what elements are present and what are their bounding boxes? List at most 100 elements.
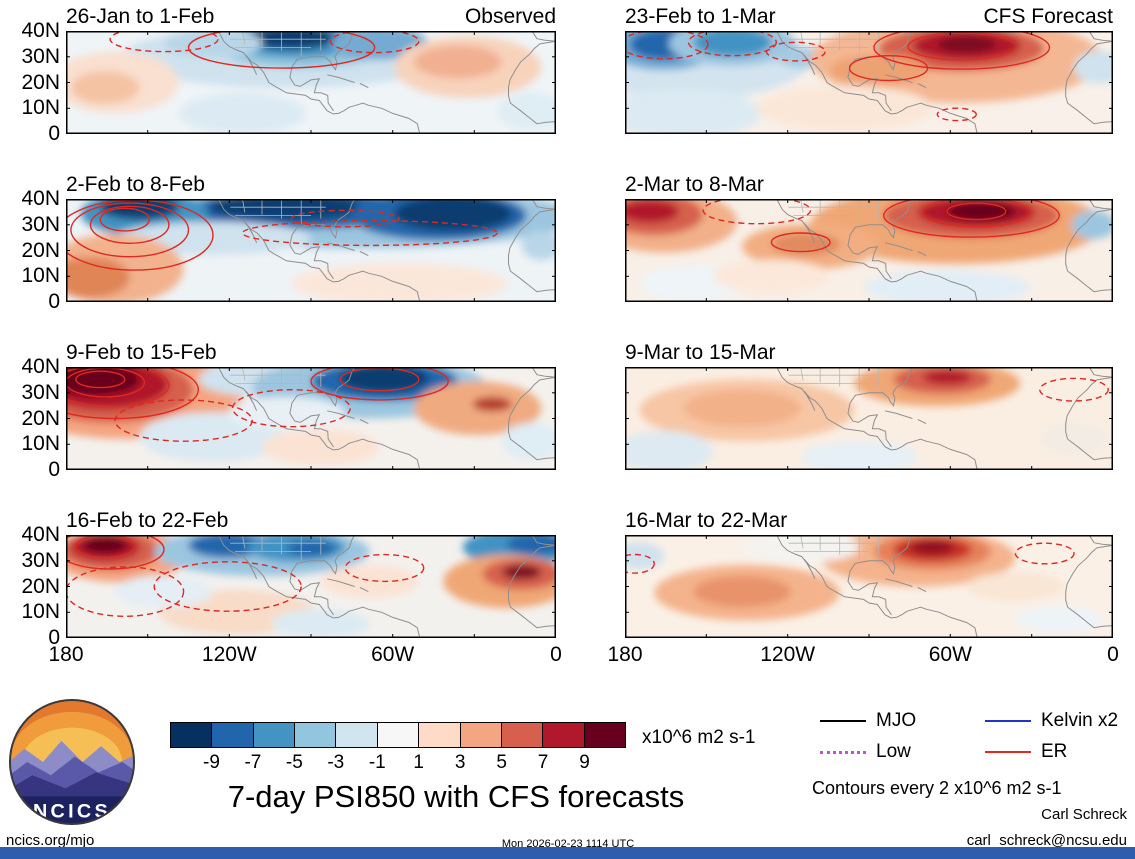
footer-site: ncics.org/mjo [6, 832, 95, 849]
map-panel-r1c1 [625, 199, 1113, 302]
colorbar-tick-label: -3 [327, 752, 345, 773]
figure-title: 7-day PSI850 with CFS forecasts [227, 779, 685, 814]
colorbar-tick-label: 7 [537, 752, 549, 773]
panel-date-range: 2-Feb to 8-Feb [66, 173, 205, 196]
colorbar-cell [584, 723, 625, 747]
y-axis-label: 20N [21, 70, 60, 94]
logo-art: NCICS [9, 699, 135, 825]
colorbar-units: x10^6 m2 s-1 [642, 727, 756, 748]
map-canvas [625, 31, 1113, 134]
panel-column-label: CFS Forecast [983, 5, 1113, 28]
legend-label-low: Low [876, 741, 911, 762]
y-axis-label: 10N [21, 264, 60, 288]
x-axis-label: 0 [1107, 643, 1119, 666]
panel-date-range: 9-Mar to 15-Mar [625, 341, 776, 364]
coastlines [217, 367, 556, 470]
panel-title: 16-Feb to 22-Feb [66, 508, 556, 534]
coastlines [776, 31, 1113, 134]
colorbar-cell [336, 723, 378, 747]
y-axis-label: 40N [21, 19, 60, 42]
panel-title: 9-Feb to 15-Feb [66, 340, 556, 366]
colorbar-tick-label: 9 [579, 752, 590, 773]
legend-label-kelvin-x2: Kelvin x2 [1041, 710, 1119, 731]
legend-line-kelvin-x2 [985, 720, 1031, 722]
panel-title: 2-Feb to 8-Feb [66, 172, 556, 198]
y-axis-label: 30N [21, 548, 60, 572]
y-axis-label: 20N [21, 238, 60, 262]
map-panel-r2c1 [625, 367, 1113, 470]
panel-title: 23-Feb to 1-Mar CFS Forecast [625, 4, 1113, 30]
er-contours [66, 535, 425, 617]
y-axis-label: 40N [21, 187, 60, 210]
colorbar-tick-label: -5 [285, 752, 303, 773]
y-axis-label: 10N [21, 96, 60, 120]
colorbar-cell [295, 723, 337, 747]
map-canvas [625, 367, 1113, 470]
colorbar-tick-label: -9 [203, 752, 220, 773]
ncics-logo: NCICS [8, 698, 136, 826]
author-credit: Carl Schreck [1041, 806, 1127, 823]
panel-date-range: 9-Feb to 15-Feb [66, 341, 217, 364]
y-axis-label: 10N [21, 600, 60, 624]
anomaly-fills [66, 535, 556, 638]
colorbar-tick-label: 5 [496, 752, 507, 773]
colorbar [170, 722, 626, 748]
legend-line-low [820, 751, 866, 754]
anomaly-fills [66, 31, 556, 134]
map-canvas [625, 535, 1113, 638]
er-contours [1039, 377, 1109, 402]
x-axis-label: 180 [48, 643, 84, 666]
y-axis-label: 20N [21, 574, 60, 598]
panel-column-label: Observed [464, 5, 556, 28]
legend-label-er: ER [1041, 741, 1068, 762]
y-axis-label: 30N [21, 380, 60, 404]
map-canvas [625, 199, 1113, 302]
x-axis-label: 120W [201, 643, 257, 666]
colorbar-cell [460, 723, 502, 747]
x-axis-label: 120W [760, 643, 816, 666]
er-contours [625, 542, 1075, 574]
legend-line-mjo [820, 720, 866, 722]
map-panel-r0c0 [66, 31, 556, 134]
panel-date-range: 16-Mar to 22-Mar [625, 509, 788, 532]
x-axis-label: 60W [371, 643, 415, 666]
map-canvas [66, 535, 556, 638]
map-panel-r3c1 [625, 535, 1113, 638]
legend-line-er [985, 751, 1031, 753]
y-axis-label: 20N [21, 406, 60, 430]
y-axis-label: 40N [21, 523, 60, 546]
y-axis-label: 30N [21, 212, 60, 236]
colorbar-cell [253, 723, 296, 747]
map-panel-r3c0 [66, 535, 556, 638]
contour-interval-note: Contours every 2 x10^6 m2 s-1 [812, 778, 1062, 798]
legend-label-mjo: MJO [876, 710, 917, 731]
map-canvas [66, 199, 556, 302]
coastlines [217, 199, 556, 302]
panel-date-range: 23-Feb to 1-Mar [625, 5, 776, 28]
y-axis-label: 0 [48, 290, 60, 313]
footer-email: carl_schreck@ncsu.edu [966, 832, 1127, 849]
map-panel-r2c0 [66, 367, 556, 470]
x-axis-label: 0 [550, 643, 562, 666]
coastlines [776, 199, 1113, 302]
colorbar-cell [377, 723, 420, 747]
map-canvas [66, 367, 556, 470]
anomaly-fills [625, 535, 1104, 633]
x-axis-label: 180 [607, 643, 643, 666]
panel-title: 2-Mar to 8-Mar [625, 172, 1113, 198]
panel-title: 9-Mar to 15-Mar [625, 340, 1113, 366]
colorbar-tick-label: -1 [368, 752, 386, 773]
panel-title: 26-Jan to 1-Feb Observed [66, 4, 556, 30]
coastlines [776, 367, 1113, 470]
panel-date-range: 26-Jan to 1-Feb [66, 5, 215, 28]
colorbar-cell [501, 723, 544, 747]
panel-title: 16-Mar to 22-Mar [625, 508, 1113, 534]
er-contours [702, 199, 1060, 253]
panel-date-range: 2-Mar to 8-Mar [625, 173, 764, 196]
y-axis-label: 0 [48, 458, 60, 481]
colorbar-cell [171, 723, 213, 747]
y-axis-label: 0 [48, 122, 60, 145]
coastlines [217, 31, 556, 134]
panel-date-range: 16-Feb to 22-Feb [66, 509, 229, 532]
